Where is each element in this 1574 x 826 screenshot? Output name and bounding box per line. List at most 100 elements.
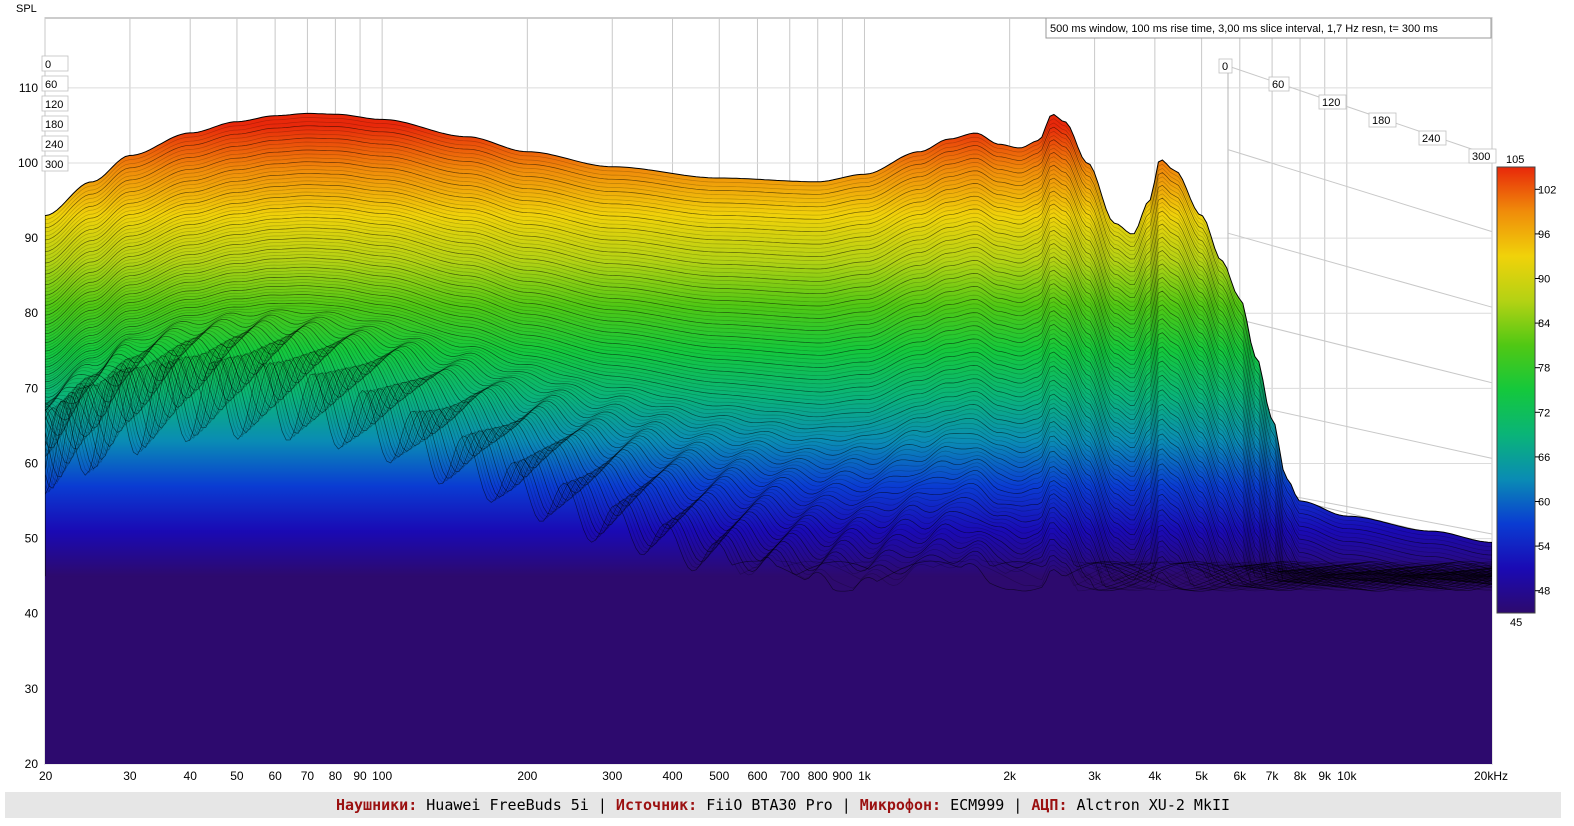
time-label-box	[1468, 148, 1497, 164]
time-label-box	[41, 115, 69, 132]
x-tick-label: 80	[329, 769, 343, 783]
time-label-box	[1318, 94, 1347, 110]
x-tick-label: 20kHz	[1474, 769, 1508, 783]
x-tick-label: 8k	[1294, 769, 1308, 783]
time-label-box	[41, 95, 69, 112]
y-tick-label: 30	[25, 682, 39, 696]
waterfall-slice-line	[45, 346, 1492, 589]
waterfall-slice-line	[45, 180, 1492, 580]
waterfall-slice-line	[45, 223, 1492, 581]
x-tick-label: 7k	[1266, 769, 1280, 783]
waterfall-slice-line	[45, 348, 1492, 590]
waterfall-slice-line	[45, 169, 1492, 579]
waterfall-slice-line	[45, 355, 1492, 591]
waterfall-slice-line	[45, 356, 1492, 591]
waterfall-chart: SPL 20 30 40 50 60 70 80 90 100 110 20 30 40 50 60 70 8…	[16, 3, 1556, 783]
depth-grid-line	[1227, 149, 1493, 233]
x-tick-label: 3k	[1088, 769, 1102, 783]
colorbar-tick-label: 102	[1538, 184, 1556, 196]
waterfall-slice-line	[45, 350, 1492, 590]
waterfall-slice-line	[45, 329, 1492, 587]
time-label-box	[1218, 58, 1233, 74]
colorbar-bar	[1496, 166, 1536, 614]
waterfall-slice-line	[45, 273, 1492, 584]
adc-label: АЦП:	[1031, 796, 1068, 814]
waterfall-slice-line	[45, 320, 1492, 587]
waterfall-slice-line	[45, 240, 1492, 582]
waterfall-slice-line	[45, 237, 1492, 582]
depth-grid-line	[1227, 399, 1493, 459]
waterfall-slice-line	[45, 187, 1492, 580]
waterfall-slice-line	[45, 358, 1492, 591]
waterfall-slice-line	[45, 141, 1492, 573]
time-label-box	[41, 155, 69, 172]
colorbar-max-label: 105	[1506, 154, 1524, 166]
waterfall-slice-line	[45, 331, 1492, 587]
waterfall-slice-line	[45, 198, 1492, 580]
waterfall-slice-line	[45, 117, 1492, 547]
waterfall-slice-line	[45, 213, 1492, 581]
waterfall-slice-line	[45, 352, 1492, 590]
x-tick-label: 900	[832, 769, 852, 783]
time-axis-labels: 0 60 120 180 240 300 0 60 120 180 240 300	[41, 55, 1497, 172]
waterfall-slice-line	[45, 247, 1492, 582]
time-label-right: 120	[1322, 97, 1340, 109]
waterfall-slice-line	[45, 172, 1492, 579]
y-tick-label: 80	[25, 306, 39, 320]
separator: |	[597, 796, 607, 814]
x-tick-label: 50	[230, 769, 244, 783]
y-tick-label: 50	[25, 532, 39, 546]
waterfall-slice-line	[45, 326, 1492, 587]
waterfall-slice-line	[45, 358, 1492, 592]
waterfall-slice-line	[45, 360, 1492, 592]
time-label-left: 60	[45, 79, 57, 91]
waterfall-slice-line	[45, 276, 1492, 584]
waterfall-slice-line	[45, 133, 1492, 564]
waterfall-slice-line	[45, 234, 1492, 582]
colorbar-ticks: 48 54 60 66 72 78 84 90 96 102	[1535, 184, 1556, 598]
microphone-label: Микрофон:	[859, 796, 942, 814]
waterfall-slice-line	[45, 316, 1492, 586]
waterfall-slice-line	[45, 354, 1492, 590]
time-label-box	[41, 55, 69, 72]
waterfall-slice-line	[45, 282, 1492, 584]
y-ticks: 20 30 40 50 60 70 80 90 100 110	[18, 81, 38, 771]
footer-bar: Наушники: Huawei FreeBuds 5i | Источник:…	[5, 792, 1561, 818]
waterfall-slice-line	[45, 254, 1492, 583]
time-label-right: 0	[1222, 61, 1228, 73]
waterfall-slice-line	[45, 336, 1492, 588]
waterfall-slice-line	[45, 327, 1492, 587]
waterfall-slice-line	[45, 291, 1492, 585]
waterfall-slice-line	[45, 307, 1492, 586]
separator: |	[841, 796, 851, 814]
y-axis-label: SPL	[16, 3, 37, 15]
y-tick-label: 90	[25, 231, 39, 245]
source-value: FiiO BTA30 Pro	[706, 796, 833, 814]
waterfall-slice-line	[45, 165, 1492, 579]
waterfall-slice-line	[45, 125, 1492, 556]
waterfall-slice-line	[45, 309, 1492, 586]
time-label-right: 60	[1272, 79, 1284, 91]
x-tick-label: 500	[709, 769, 729, 783]
x-tick-label: 20	[39, 769, 53, 783]
x-tick-label: 100	[372, 769, 392, 783]
colorbar-tick-label: 72	[1538, 407, 1550, 419]
floor-band	[45, 576, 1492, 764]
time-label-right: 240	[1422, 133, 1440, 145]
waterfall-slice-line	[45, 324, 1492, 587]
colorbar-tick-label: 84	[1538, 318, 1550, 330]
time-label-box	[41, 135, 69, 152]
depth-grid-line	[1227, 316, 1493, 384]
x-tick-label: 6k	[1233, 769, 1247, 783]
time-label-box	[1368, 112, 1397, 128]
y-tick-label: 110	[19, 81, 38, 95]
colorbar-tick-label: 48	[1538, 586, 1550, 598]
y-tick-label: 20	[25, 757, 39, 771]
colorbar-tick-label: 66	[1538, 452, 1550, 464]
time-label-left: 300	[45, 159, 63, 171]
waterfall-slice-line	[45, 294, 1492, 585]
source-label: Источник:	[615, 796, 698, 814]
waterfall-slice-line	[45, 359, 1492, 592]
waterfall-slice-line	[45, 266, 1492, 583]
waterfall-slice-line	[45, 332, 1492, 588]
